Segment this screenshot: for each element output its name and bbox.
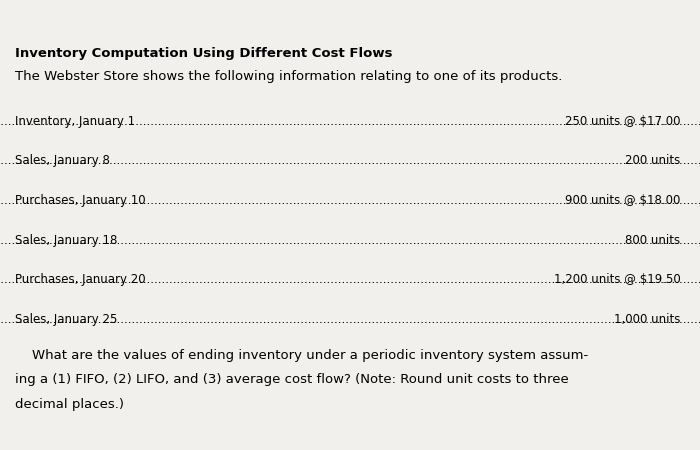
Text: Sales, January 18: Sales, January 18 (15, 234, 118, 247)
Text: Inventory Computation Using Different Cost Flows: Inventory Computation Using Different Co… (15, 47, 393, 60)
Text: Purchases, January 10: Purchases, January 10 (15, 194, 146, 207)
Text: Purchases, January 20: Purchases, January 20 (15, 273, 146, 286)
Text: ................................................................................: ........................................… (0, 154, 700, 167)
Text: Inventory, January 1: Inventory, January 1 (15, 115, 136, 128)
Text: 250 units @ $17.00: 250 units @ $17.00 (565, 115, 680, 128)
Text: ................................................................................: ........................................… (0, 115, 700, 128)
Text: ................................................................................: ........................................… (0, 313, 700, 326)
Text: Sales, January 25: Sales, January 25 (15, 313, 118, 326)
Text: 900 units @ $18.00: 900 units @ $18.00 (565, 194, 680, 207)
Text: 200 units: 200 units (625, 154, 680, 167)
Text: Sales, January 8: Sales, January 8 (15, 154, 111, 167)
Text: 800 units: 800 units (625, 234, 680, 247)
Text: 1,000 units: 1,000 units (614, 313, 680, 326)
Text: ing a (1) FIFO, (2) LIFO, and (3) average cost flow? (Note: Round unit costs to : ing a (1) FIFO, (2) LIFO, and (3) averag… (15, 374, 569, 387)
Text: 1,200 units @ $19.50: 1,200 units @ $19.50 (554, 273, 680, 286)
Text: ................................................................................: ........................................… (0, 273, 700, 286)
Text: The Webster Store shows the following information relating to one of its product: The Webster Store shows the following in… (15, 70, 563, 83)
Text: decimal places.): decimal places.) (15, 398, 125, 411)
Text: ................................................................................: ........................................… (0, 194, 700, 207)
Text: What are the values of ending inventory under a periodic inventory system assum-: What are the values of ending inventory … (15, 349, 589, 362)
Text: ................................................................................: ........................................… (0, 234, 700, 247)
